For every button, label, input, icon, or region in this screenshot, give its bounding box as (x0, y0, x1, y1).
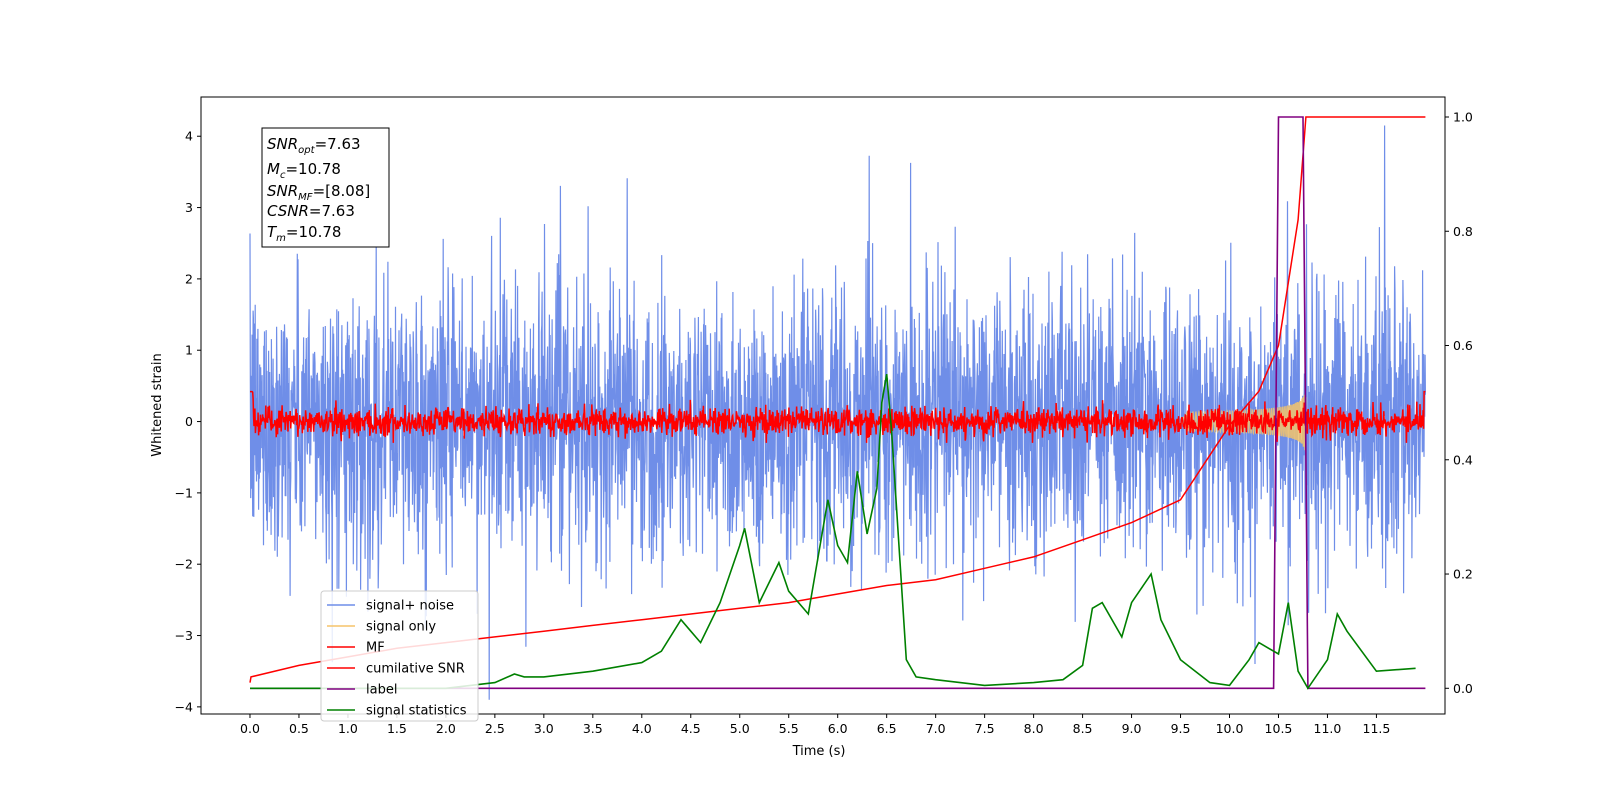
x-tick-label: 10.5 (1265, 721, 1293, 736)
y2-tick-label: 0.6 (1453, 338, 1473, 353)
x-tick-label: 6.0 (828, 721, 848, 736)
x-axis: 0.0 0.5 1.0 1.5 2.0 2.5 3.0 3.5 4.0 4.5 5.0 5.5 6.0 6… (240, 714, 1390, 736)
x-tick-label: 8.5 (1073, 721, 1093, 736)
series-signal-noise-line (249, 125, 1426, 700)
info-snr-mf: SNRMF=[8.08] (267, 182, 370, 203)
x-tick-label: 11.0 (1314, 721, 1342, 736)
x-tick-label: 5.5 (779, 721, 799, 736)
y2-tick-label: 1.0 (1453, 109, 1473, 124)
x-tick-label: 11.5 (1363, 721, 1391, 736)
y2-tick-label: 0.2 (1453, 567, 1473, 582)
x-tick-label: 10.0 (1216, 721, 1244, 736)
legend-label-mf: MF (366, 641, 385, 656)
y-tick-label: 3 (185, 200, 193, 215)
x-tick-label: 0.0 (240, 721, 260, 736)
y-axis-right: 1.0 0.8 0.6 0.4 0.2 0.0 (1445, 109, 1473, 696)
legend: signal+ noise signal only MF cumilative SNR… (320, 590, 479, 722)
y-axis-label: Whitened strain (150, 353, 165, 456)
x-tick-label: 2.5 (485, 721, 505, 736)
y-tick-label: −3 (175, 628, 193, 643)
x-tick-label: 4.5 (681, 721, 701, 736)
x-tick-label: 4.0 (632, 721, 652, 736)
series-label-line (250, 116, 1426, 690)
x-tick-label: 8.0 (1024, 721, 1044, 736)
info-csnr: CSNR=7.63 (267, 202, 355, 220)
x-tick-label: 9.0 (1122, 721, 1142, 736)
x-tick-label: 3.0 (534, 721, 554, 736)
legend-label-signal-statistics: signal statistics (366, 704, 467, 719)
x-tick-label: 6.5 (877, 721, 897, 736)
legend-label-signal-only: signal only (366, 620, 436, 635)
legend-rows: signal+ noise signal only MF cumilative SNR… (327, 599, 467, 719)
x-tick-label: 5.0 (730, 721, 750, 736)
legend-label-label: label (366, 683, 397, 698)
legend-frame (320, 590, 479, 722)
x-tick-label: 7.5 (975, 721, 995, 736)
y2-tick-label: 0.8 (1453, 224, 1473, 239)
y-axis-left: 4 3 2 1 0 −1 −2 −3 −4 (175, 129, 201, 714)
info-box: SNRopt=7.63 Mc=10.78 SNRMF=[8.08] CSNR=7… (261, 127, 390, 248)
y-tick-label: 2 (185, 271, 193, 286)
y-tick-label: 0 (185, 414, 193, 429)
info-snr-opt: SNRopt=7.63 (267, 135, 361, 156)
x-tick-label: 9.5 (1171, 721, 1191, 736)
x-tick-label: 0.5 (289, 721, 309, 736)
x-tick-label: 3.5 (583, 721, 603, 736)
y-tick-label: −1 (175, 485, 193, 500)
x-tick-label: 1.0 (338, 721, 358, 736)
y-tick-label: 1 (185, 343, 193, 358)
info-box-frame (261, 127, 390, 248)
x-axis-label: Time (s) (792, 744, 846, 759)
info-mc: Mc=10.78 (267, 160, 341, 181)
x-tick-label: 1.5 (387, 721, 407, 736)
x-tick-label: 7.0 (926, 721, 946, 736)
y-tick-label: −4 (175, 699, 193, 714)
x-tick-label: 2.0 (436, 721, 456, 736)
y-tick-label: 4 (185, 129, 193, 144)
plot-frame (200, 96, 1446, 715)
legend-label-cumilative-snr: cumilative SNR (366, 662, 465, 677)
y-tick-label: −2 (175, 557, 193, 572)
series-mf-line (250, 390, 1426, 443)
series-signal-statistics-line (250, 373, 1416, 690)
legend-label-signal-noise: signal+ noise (366, 599, 454, 614)
info-tm: Tm=10.78 (267, 223, 341, 244)
y2-tick-label: 0.4 (1453, 452, 1473, 467)
y2-tick-label: 0.0 (1453, 681, 1473, 696)
